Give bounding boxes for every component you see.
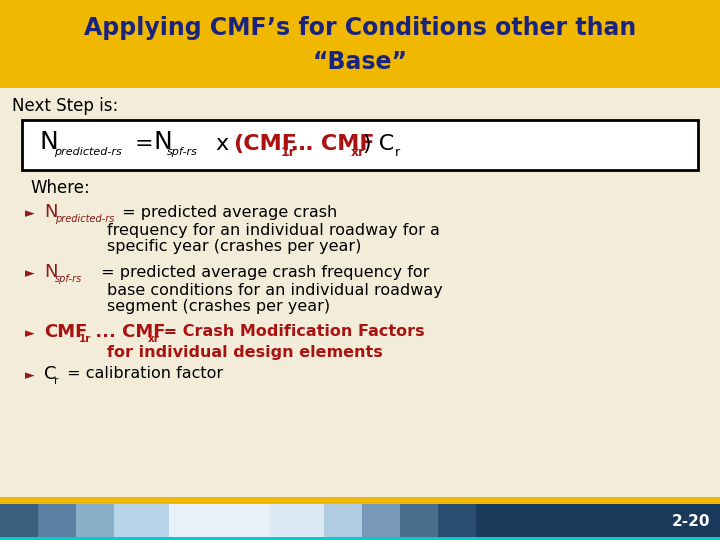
Text: CMF: CMF [44,323,87,341]
Text: = predicted average crash frequency for: = predicted average crash frequency for [96,265,429,280]
Text: ►: ► [25,207,35,220]
Text: base conditions for an individual roadway: base conditions for an individual roadwa… [107,282,443,298]
Text: ) C: ) C [363,134,395,154]
Text: 2-20: 2-20 [672,515,710,530]
Text: = predicted average crash: = predicted average crash [117,205,337,219]
Bar [476,504,680,540]
Text: predicted-rs: predicted-rs [55,214,114,224]
Text: = calibration factor: = calibration factor [62,367,223,381]
Bar [269,504,324,540]
Bar [0,504,38,540]
Text: N: N [44,203,58,221]
Text: = Crash Modification Factors: = Crash Modification Factors [158,325,425,340]
Bar [0,504,720,540]
Text: ... CMF: ... CMF [89,323,166,341]
Bar [76,504,114,540]
Text: N: N [44,263,58,281]
Text: N: N [40,130,59,154]
Text: x: x [215,134,228,154]
Text: spf-rs: spf-rs [167,147,198,157]
Bar [0,537,720,540]
Text: spf-rs: spf-rs [55,274,82,284]
Bar [0,0,720,88]
Text: “Base”: “Base” [312,50,408,74]
Bar [324,504,362,540]
Text: C: C [44,365,56,383]
Text: segment (crashes per year): segment (crashes per year) [107,300,330,314]
Text: ►: ► [25,369,35,382]
Bar [38,504,76,540]
Text: xr: xr [148,334,160,344]
Text: frequency for an individual roadway for a: frequency for an individual roadway for … [107,222,440,238]
Text: predicted-rs: predicted-rs [54,147,122,157]
Text: Next Step is:: Next Step is: [12,97,118,115]
Text: (CMF: (CMF [233,134,297,154]
Text: specific year (crashes per year): specific year (crashes per year) [107,240,361,254]
Text: N: N [153,130,172,154]
Text: ►: ► [25,327,35,341]
Bar [169,504,269,540]
Text: Where:: Where: [30,179,90,197]
Bar [362,504,400,540]
Bar [22,120,698,170]
Text: Applying CMF’s for Conditions other than: Applying CMF’s for Conditions other than [84,16,636,40]
Bar [114,504,169,540]
Bar [0,497,720,504]
Bar [400,504,438,540]
Bar [438,504,476,540]
Text: 1r: 1r [79,334,91,344]
Text: r: r [54,376,58,386]
Text: for individual design elements: for individual design elements [107,345,383,360]
Text: … CMF: … CMF [291,134,374,154]
Text: =: = [135,134,153,154]
Text: r: r [395,146,400,159]
Text: ►: ► [25,267,35,280]
Bar [0,88,720,497]
Text: xr: xr [351,146,365,159]
Text: 1r: 1r [281,146,296,159]
